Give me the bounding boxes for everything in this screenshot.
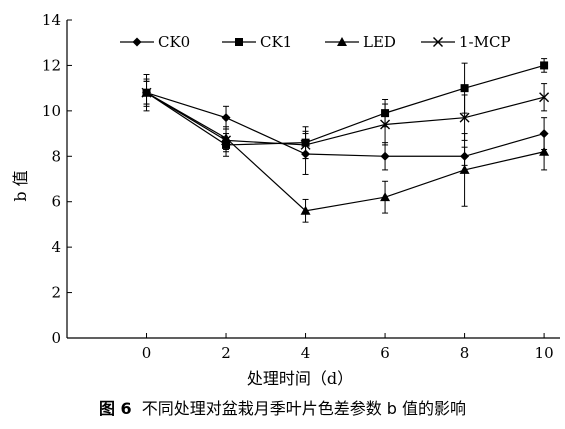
x-tick-label: 10 [535,344,554,362]
data-point-ck1 [460,84,469,93]
legend-label-ck1: CK1 [260,33,292,51]
chart-series [141,58,550,223]
y-tick-label: 2 [51,284,61,302]
y-tick-label: 0 [51,329,61,347]
legend-item-ck0: CK0 [120,33,190,51]
data-point-led [300,205,311,215]
y-tick-label: 12 [42,56,61,74]
chart-legend: CK0 CK1 LED 1-MCP [120,33,511,51]
legend-marker-ck1 [235,38,243,46]
x-tick-label: 2 [221,344,231,362]
legend-label-1-mcp: 1-MCP [459,33,511,51]
chart-ticks: 0 2 4 6 8 10 12 14 0 2 4 6 8 10 [42,11,554,362]
data-point-1-mcp [221,135,232,146]
figure-caption: 图 6 不同处理对盆栽月季叶片色差参数 b 值的影响 [0,395,565,419]
series-1-mcp [141,78,550,160]
legend-item-led: LED [325,33,396,51]
legend-marker-1-mcp [433,37,443,47]
data-point-ck0 [380,151,390,161]
series-line-ck1 [146,64,545,146]
figure-number: 图 6 [98,399,132,418]
y-axis-label: b 值 [11,170,30,201]
data-point-1-mcp [380,119,391,130]
data-point-led [459,164,470,174]
legend-label-led: LED [363,33,396,51]
data-point-ck1 [540,61,549,70]
data-point-1-mcp [459,112,470,123]
x-tick-label: 4 [301,344,311,362]
legend-item-ck1: CK1 [222,33,292,51]
data-point-led [539,146,550,156]
legend-label-ck0: CK0 [158,33,190,51]
x-tick-label: 0 [142,344,152,362]
series-ck1 [142,58,549,160]
data-point-1-mcp [539,92,550,103]
legend-marker-led [337,37,347,46]
x-tick-label: 6 [380,344,390,362]
series-line-ck0 [146,92,545,157]
y-tick-label: 8 [51,147,61,165]
data-point-ck0 [221,113,231,123]
legend-marker-ck0 [132,37,142,47]
y-tick-label: 10 [42,102,61,120]
series-led [141,80,550,223]
series-line-1-mcp [146,92,545,146]
data-point-led [380,192,391,202]
y-tick-label: 6 [51,193,61,211]
legend-item-1-mcp: 1-MCP [421,33,511,51]
y-tick-label: 14 [42,11,61,29]
chart-area: 0 2 4 6 8 10 12 14 0 2 4 6 8 10 CK0 CK1 LED 1-MCP 处理时间（d… [11,11,560,388]
y-tick-label: 4 [51,238,61,256]
x-tick-label: 8 [460,344,470,362]
figure-caption-text: 不同处理对盆栽月季叶片色差参数 b 值的影响 [141,399,467,418]
series-line-led [146,92,545,212]
data-point-1-mcp [300,139,311,150]
chart-axes [66,20,560,339]
data-point-1-mcp [141,87,152,98]
x-axis-label: 处理时间（d） [247,369,353,388]
